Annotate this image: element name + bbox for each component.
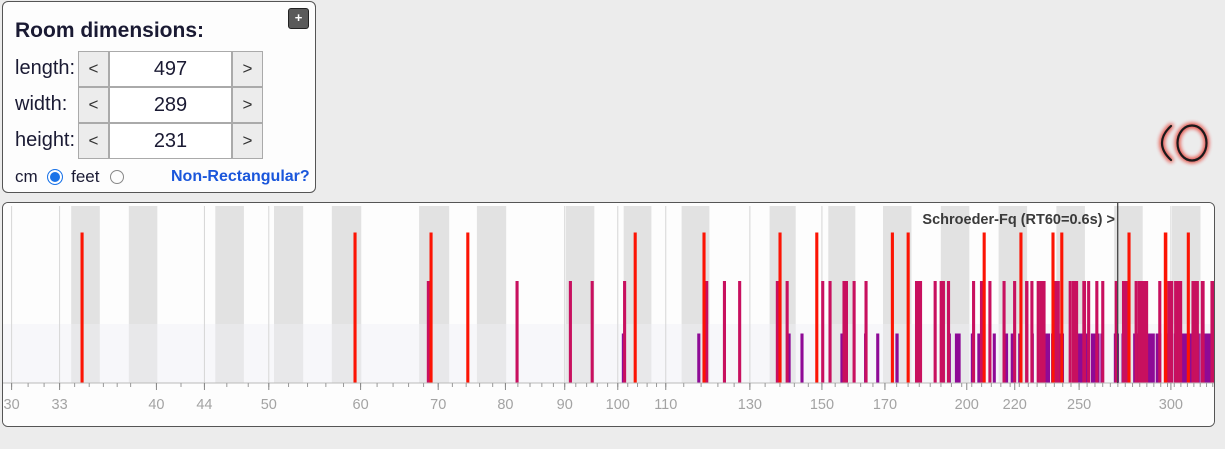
svg-text:80: 80 (497, 397, 513, 413)
svg-text:30: 30 (4, 397, 20, 413)
svg-text:130: 130 (738, 397, 762, 413)
svg-text:170: 170 (873, 397, 897, 413)
svg-text:220: 220 (1003, 397, 1027, 413)
svg-text:33: 33 (52, 397, 68, 413)
svg-text:150: 150 (810, 397, 834, 413)
svg-text:300: 300 (1159, 397, 1183, 413)
svg-text:70: 70 (430, 397, 446, 413)
svg-text:100: 100 (606, 397, 630, 413)
svg-text:60: 60 (353, 397, 369, 413)
svg-text:200: 200 (955, 397, 979, 413)
svg-text:90: 90 (557, 397, 573, 413)
svg-text:110: 110 (654, 397, 677, 413)
svg-text:50: 50 (261, 397, 277, 413)
svg-text:44: 44 (196, 397, 212, 413)
svg-text:250: 250 (1067, 397, 1091, 413)
svg-text:40: 40 (148, 397, 164, 413)
